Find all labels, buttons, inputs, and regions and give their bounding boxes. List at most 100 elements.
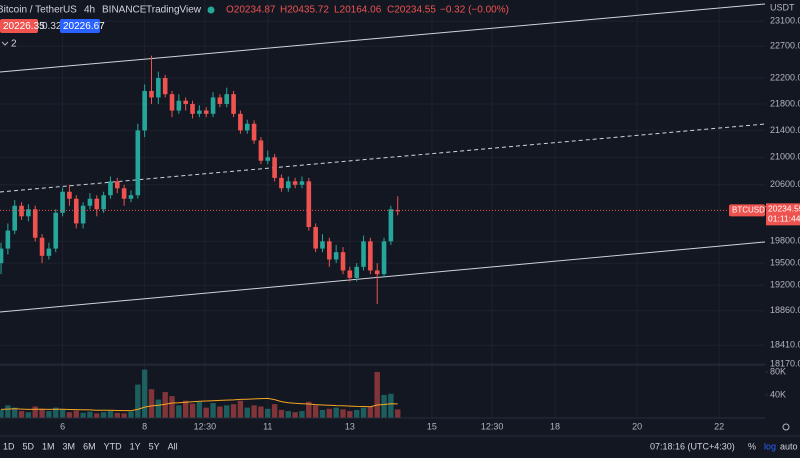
volume-bar	[80, 412, 86, 418]
sell-price[interactable]: 20226.35	[3, 21, 45, 32]
volume-bar	[395, 409, 401, 418]
y-tick-label: 23100.00	[770, 16, 800, 26]
interval[interactable]: 4h	[84, 5, 95, 16]
volume-bar	[87, 411, 93, 418]
y-tick-label: 19800.00	[770, 236, 800, 246]
ohlc-high: H20435.72	[280, 5, 329, 16]
range-button[interactable]: YTD	[104, 441, 123, 451]
ohlc-open: O20234.87	[226, 5, 276, 16]
candle-body	[53, 212, 59, 249]
candle-body	[306, 181, 312, 227]
volume-bar	[292, 412, 298, 418]
candle-body	[80, 205, 86, 224]
volume-bar	[121, 413, 127, 418]
indicator-count[interactable]: 2	[11, 39, 17, 50]
range-button[interactable]: 3M	[63, 441, 76, 451]
range-button[interactable]: 1M	[42, 441, 55, 451]
candle-body	[374, 270, 380, 275]
candle-body	[354, 266, 359, 278]
candle-body	[320, 241, 325, 249]
volume-bar	[59, 409, 66, 418]
range-button[interactable]: All	[168, 441, 178, 451]
candle-body	[60, 191, 65, 213]
candle-body	[149, 90, 154, 98]
volume-tick-label: 80K	[770, 366, 786, 376]
y-tick-label: 22200.00	[770, 72, 800, 82]
volume-bar	[135, 384, 141, 418]
trend-line	[0, 123, 766, 193]
volume-bar	[0, 409, 4, 418]
candle-body	[381, 241, 387, 275]
settings-icon[interactable]	[782, 423, 790, 431]
candle-body	[279, 177, 284, 189]
volume-bar	[285, 411, 291, 418]
volume-bar	[100, 412, 107, 418]
candle-body	[203, 110, 209, 114]
range-button[interactable]: 1Y	[130, 441, 141, 451]
candle-body	[87, 198, 93, 206]
volume-bar	[148, 389, 155, 418]
volume-bar	[224, 405, 230, 418]
volume-bar	[340, 409, 346, 418]
candle-body	[313, 226, 318, 249]
volume-bar	[196, 401, 203, 418]
candle-body	[128, 195, 134, 199]
symbol[interactable]: Bitcoin / TetherUS	[0, 5, 77, 16]
y-tick-label: 21000.00	[770, 152, 800, 162]
volume-bar	[251, 405, 257, 418]
volume-bar	[367, 406, 374, 418]
volume-bar	[73, 410, 79, 418]
volume-bar	[388, 393, 394, 418]
volume-bar	[244, 407, 250, 418]
x-tick-label: 11	[263, 421, 272, 431]
volume-bar	[25, 412, 32, 418]
candle-body	[135, 130, 141, 196]
candle-body	[299, 181, 305, 185]
candle-body	[292, 181, 298, 185]
auto-toggle[interactable]: auto	[780, 441, 798, 451]
range-buttons: 1D 5D 1M 3M 6M YTD 1Y 5Y All	[3, 441, 178, 451]
trend-line	[0, 241, 766, 313]
log-toggle[interactable]: log	[764, 441, 776, 451]
candle-body	[5, 230, 11, 249]
x-tick-label: 22	[714, 421, 724, 431]
volume-bar	[210, 403, 216, 418]
symbol-tag	[729, 204, 765, 217]
candle-body	[19, 205, 24, 217]
volume-bar	[169, 396, 175, 418]
buy-price[interactable]: 20226.67	[63, 21, 105, 32]
x-tick-label: 13	[345, 421, 355, 431]
range-button[interactable]: 5D	[23, 441, 35, 451]
volume-bar	[203, 407, 209, 418]
range-button[interactable]: 5Y	[149, 441, 160, 451]
range-button[interactable]: 6M	[83, 441, 96, 451]
candle-body	[265, 157, 271, 161]
currency[interactable]: USDT	[770, 2, 795, 12]
indicator-chevron[interactable]	[1, 41, 9, 46]
candle-body	[258, 140, 264, 161]
candle-body	[156, 78, 161, 98]
volume-bar	[39, 408, 45, 418]
sell-button[interactable]	[0, 19, 38, 33]
candle-body	[238, 113, 243, 131]
candle-body	[231, 94, 236, 114]
volume-bar	[189, 403, 196, 418]
buy-button[interactable]	[60, 19, 100, 33]
spread: 0.32	[42, 21, 62, 32]
volume-bar	[278, 409, 285, 418]
candle-body	[108, 181, 113, 196]
range-button[interactable]: 1D	[3, 441, 15, 451]
candle-body	[333, 252, 339, 260]
percent-toggle[interactable]: %	[748, 441, 756, 451]
candle-body	[67, 191, 72, 199]
y-tick-label: 21400.00	[770, 125, 800, 135]
volume-bar	[265, 408, 271, 418]
y-tick-label: 18860.00	[770, 305, 800, 315]
trend-line	[0, 3, 766, 73]
y-tick-label: 21800.00	[770, 98, 800, 108]
volume-bar	[353, 409, 360, 418]
volume-bar	[32, 406, 38, 418]
volume-bar	[333, 407, 339, 418]
